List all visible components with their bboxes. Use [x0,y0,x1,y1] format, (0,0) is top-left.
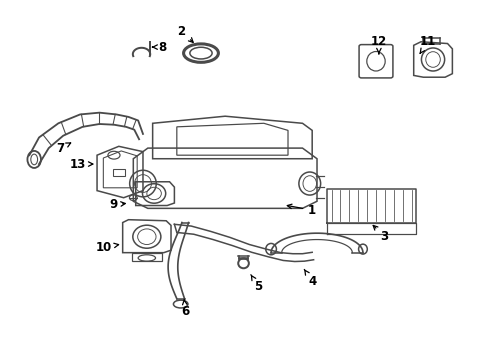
Text: 4: 4 [304,269,316,288]
Text: 5: 5 [250,275,262,293]
Text: 3: 3 [372,225,388,243]
Text: 9: 9 [109,198,125,211]
Text: 11: 11 [419,35,435,54]
Text: 13: 13 [69,158,93,171]
Text: 2: 2 [177,24,193,42]
Text: 6: 6 [181,299,189,318]
Text: 1: 1 [286,204,316,217]
Text: 10: 10 [96,241,119,254]
Text: 8: 8 [152,41,166,54]
Text: 12: 12 [370,35,386,54]
Text: 7: 7 [57,141,71,154]
